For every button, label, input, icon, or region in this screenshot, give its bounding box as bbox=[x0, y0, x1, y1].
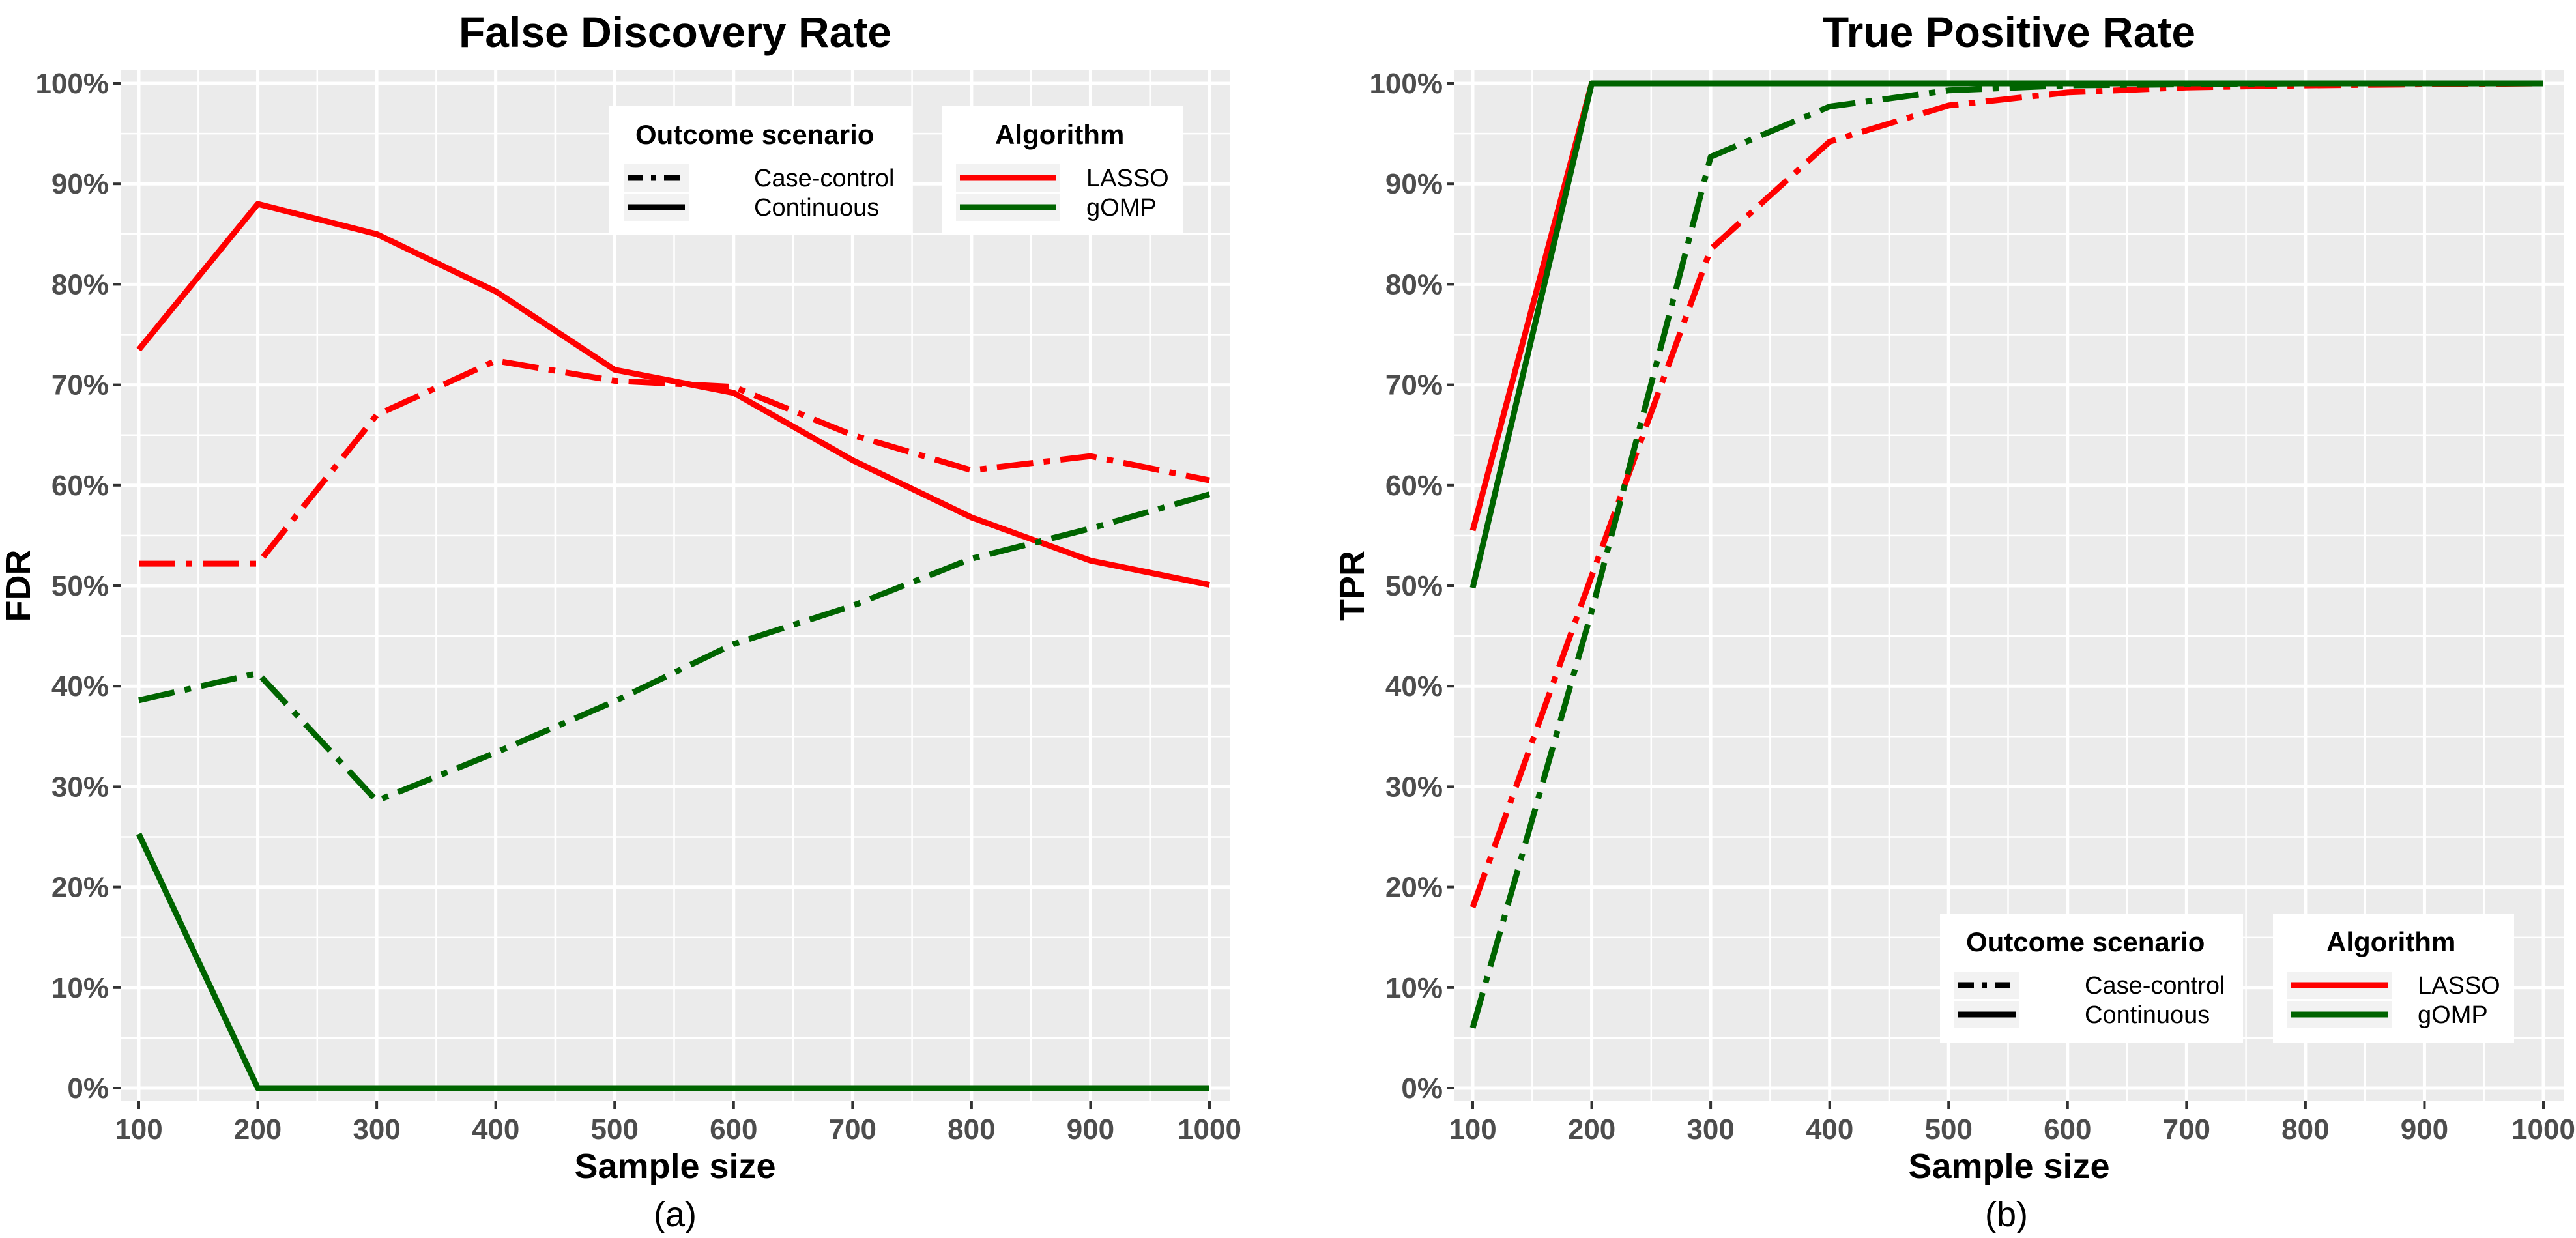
y-tick-label: 30% bbox=[51, 771, 109, 803]
x-tick-label: 500 bbox=[591, 1114, 639, 1145]
legend-label: Case-control bbox=[754, 165, 894, 192]
y-tick-label: 40% bbox=[51, 670, 109, 702]
chart-panel-a: 100 200 300 400 500 600 700 800 900 1000 0% 10% 20% 3… bbox=[0, 8, 1241, 1234]
x-tick-label: 100 bbox=[115, 1114, 162, 1145]
legend-label: LASSO bbox=[2418, 972, 2500, 1000]
legend-title: Algorithm bbox=[2326, 927, 2455, 957]
y-tick-label: 80% bbox=[1385, 268, 1443, 300]
chart-panel-b: 100 200 300 400 500 600 700 800 900 1000 0% 10% 20% 3… bbox=[1333, 8, 2575, 1234]
series-lines bbox=[1469, 80, 2544, 1029]
y-tick-label: 40% bbox=[1385, 670, 1443, 702]
y-tick-label: 0% bbox=[1401, 1072, 1443, 1104]
x-tick-label: 200 bbox=[234, 1114, 282, 1145]
y-tick-label: 20% bbox=[51, 872, 109, 904]
y-tick-label: 20% bbox=[1385, 872, 1443, 904]
y-tick-label: 10% bbox=[1385, 972, 1443, 1004]
y-tick-label: 90% bbox=[1385, 168, 1443, 200]
x-tick-label: 700 bbox=[829, 1114, 876, 1145]
y-tick-label: 0% bbox=[67, 1072, 109, 1104]
chart-title: True Positive Rate bbox=[1823, 8, 2195, 56]
x-tick-label: 400 bbox=[472, 1114, 519, 1145]
y-axis: 0% 10% 20% 30% 40% 50% 60% 70% 80% 90% 100% bbox=[35, 68, 121, 1104]
x-axis: 100 200 300 400 500 600 700 800 900 1000 bbox=[115, 1101, 1241, 1145]
legend-label: Continuous bbox=[754, 194, 879, 222]
series-line-gomp-continuous bbox=[136, 832, 1209, 1091]
panel-caption: (b) bbox=[1985, 1195, 2028, 1234]
y-tick-label: 50% bbox=[1385, 570, 1443, 602]
legend-label: LASSO bbox=[1086, 165, 1169, 192]
panel-caption: (a) bbox=[654, 1195, 697, 1234]
y-tick-label: 100% bbox=[1369, 68, 1443, 100]
x-axis: 100 200 300 400 500 600 700 800 900 1000 bbox=[1449, 1101, 2575, 1145]
legend-label: Continuous bbox=[2085, 1001, 2210, 1029]
y-tick-label: 70% bbox=[51, 369, 109, 401]
x-axis-title: Sample size bbox=[1908, 1147, 2109, 1186]
y-axis-title: TPR bbox=[1333, 551, 1372, 621]
x-tick-label: 1000 bbox=[2511, 1114, 2575, 1145]
y-axis: 0% 10% 20% 30% 40% 50% 60% 70% 80% 90% 100% bbox=[1369, 68, 1454, 1104]
y-tick-label: 30% bbox=[1385, 771, 1443, 803]
gridlines bbox=[121, 70, 1230, 1101]
x-tick-label: 600 bbox=[2044, 1114, 2091, 1145]
x-axis-title: Sample size bbox=[574, 1147, 775, 1186]
legend-label: gOMP bbox=[2418, 1001, 2488, 1029]
y-tick-label: 60% bbox=[1385, 470, 1443, 502]
y-tick-label: 50% bbox=[51, 570, 109, 602]
x-tick-label: 500 bbox=[1925, 1114, 1973, 1145]
y-tick-label: 90% bbox=[51, 168, 109, 200]
series-line-lasso-case-control bbox=[1469, 80, 2544, 908]
y-tick-label: 10% bbox=[51, 972, 109, 1004]
legend-title: Outcome scenario bbox=[635, 119, 874, 150]
x-tick-label: 900 bbox=[2401, 1114, 2448, 1145]
chart-title: False Discovery Rate bbox=[459, 8, 891, 56]
x-tick-label: 700 bbox=[2163, 1114, 2210, 1145]
x-tick-label: 400 bbox=[1806, 1114, 1853, 1145]
series-line-gomp-case-control bbox=[138, 491, 1211, 804]
x-tick-label: 200 bbox=[1568, 1114, 1615, 1145]
y-tick-label: 80% bbox=[51, 268, 109, 300]
series-line-lasso-case-control bbox=[139, 358, 1210, 567]
series-line-lasso-continuous bbox=[136, 201, 1210, 588]
x-tick-label: 100 bbox=[1449, 1114, 1496, 1145]
x-tick-label: 1000 bbox=[1178, 1114, 1241, 1145]
x-tick-label: 300 bbox=[353, 1114, 400, 1145]
y-tick-label: 70% bbox=[1385, 369, 1443, 401]
legend-label: Case-control bbox=[2085, 972, 2225, 1000]
legend-title: Outcome scenario bbox=[1966, 927, 2205, 957]
x-tick-label: 600 bbox=[710, 1114, 757, 1145]
x-tick-label: 900 bbox=[1067, 1114, 1114, 1145]
y-tick-label: 100% bbox=[35, 68, 109, 100]
x-tick-label: 800 bbox=[2281, 1114, 2329, 1145]
series-lines bbox=[136, 201, 1211, 1091]
x-tick-label: 800 bbox=[948, 1114, 995, 1145]
legend-title: Algorithm bbox=[995, 119, 1124, 150]
y-axis-title: FDR bbox=[0, 550, 38, 622]
y-tick-label: 60% bbox=[51, 470, 109, 502]
x-tick-label: 300 bbox=[1686, 1114, 1734, 1145]
legend-label: gOMP bbox=[1086, 194, 1157, 222]
series-line-gomp-case-control bbox=[1469, 80, 2543, 1029]
